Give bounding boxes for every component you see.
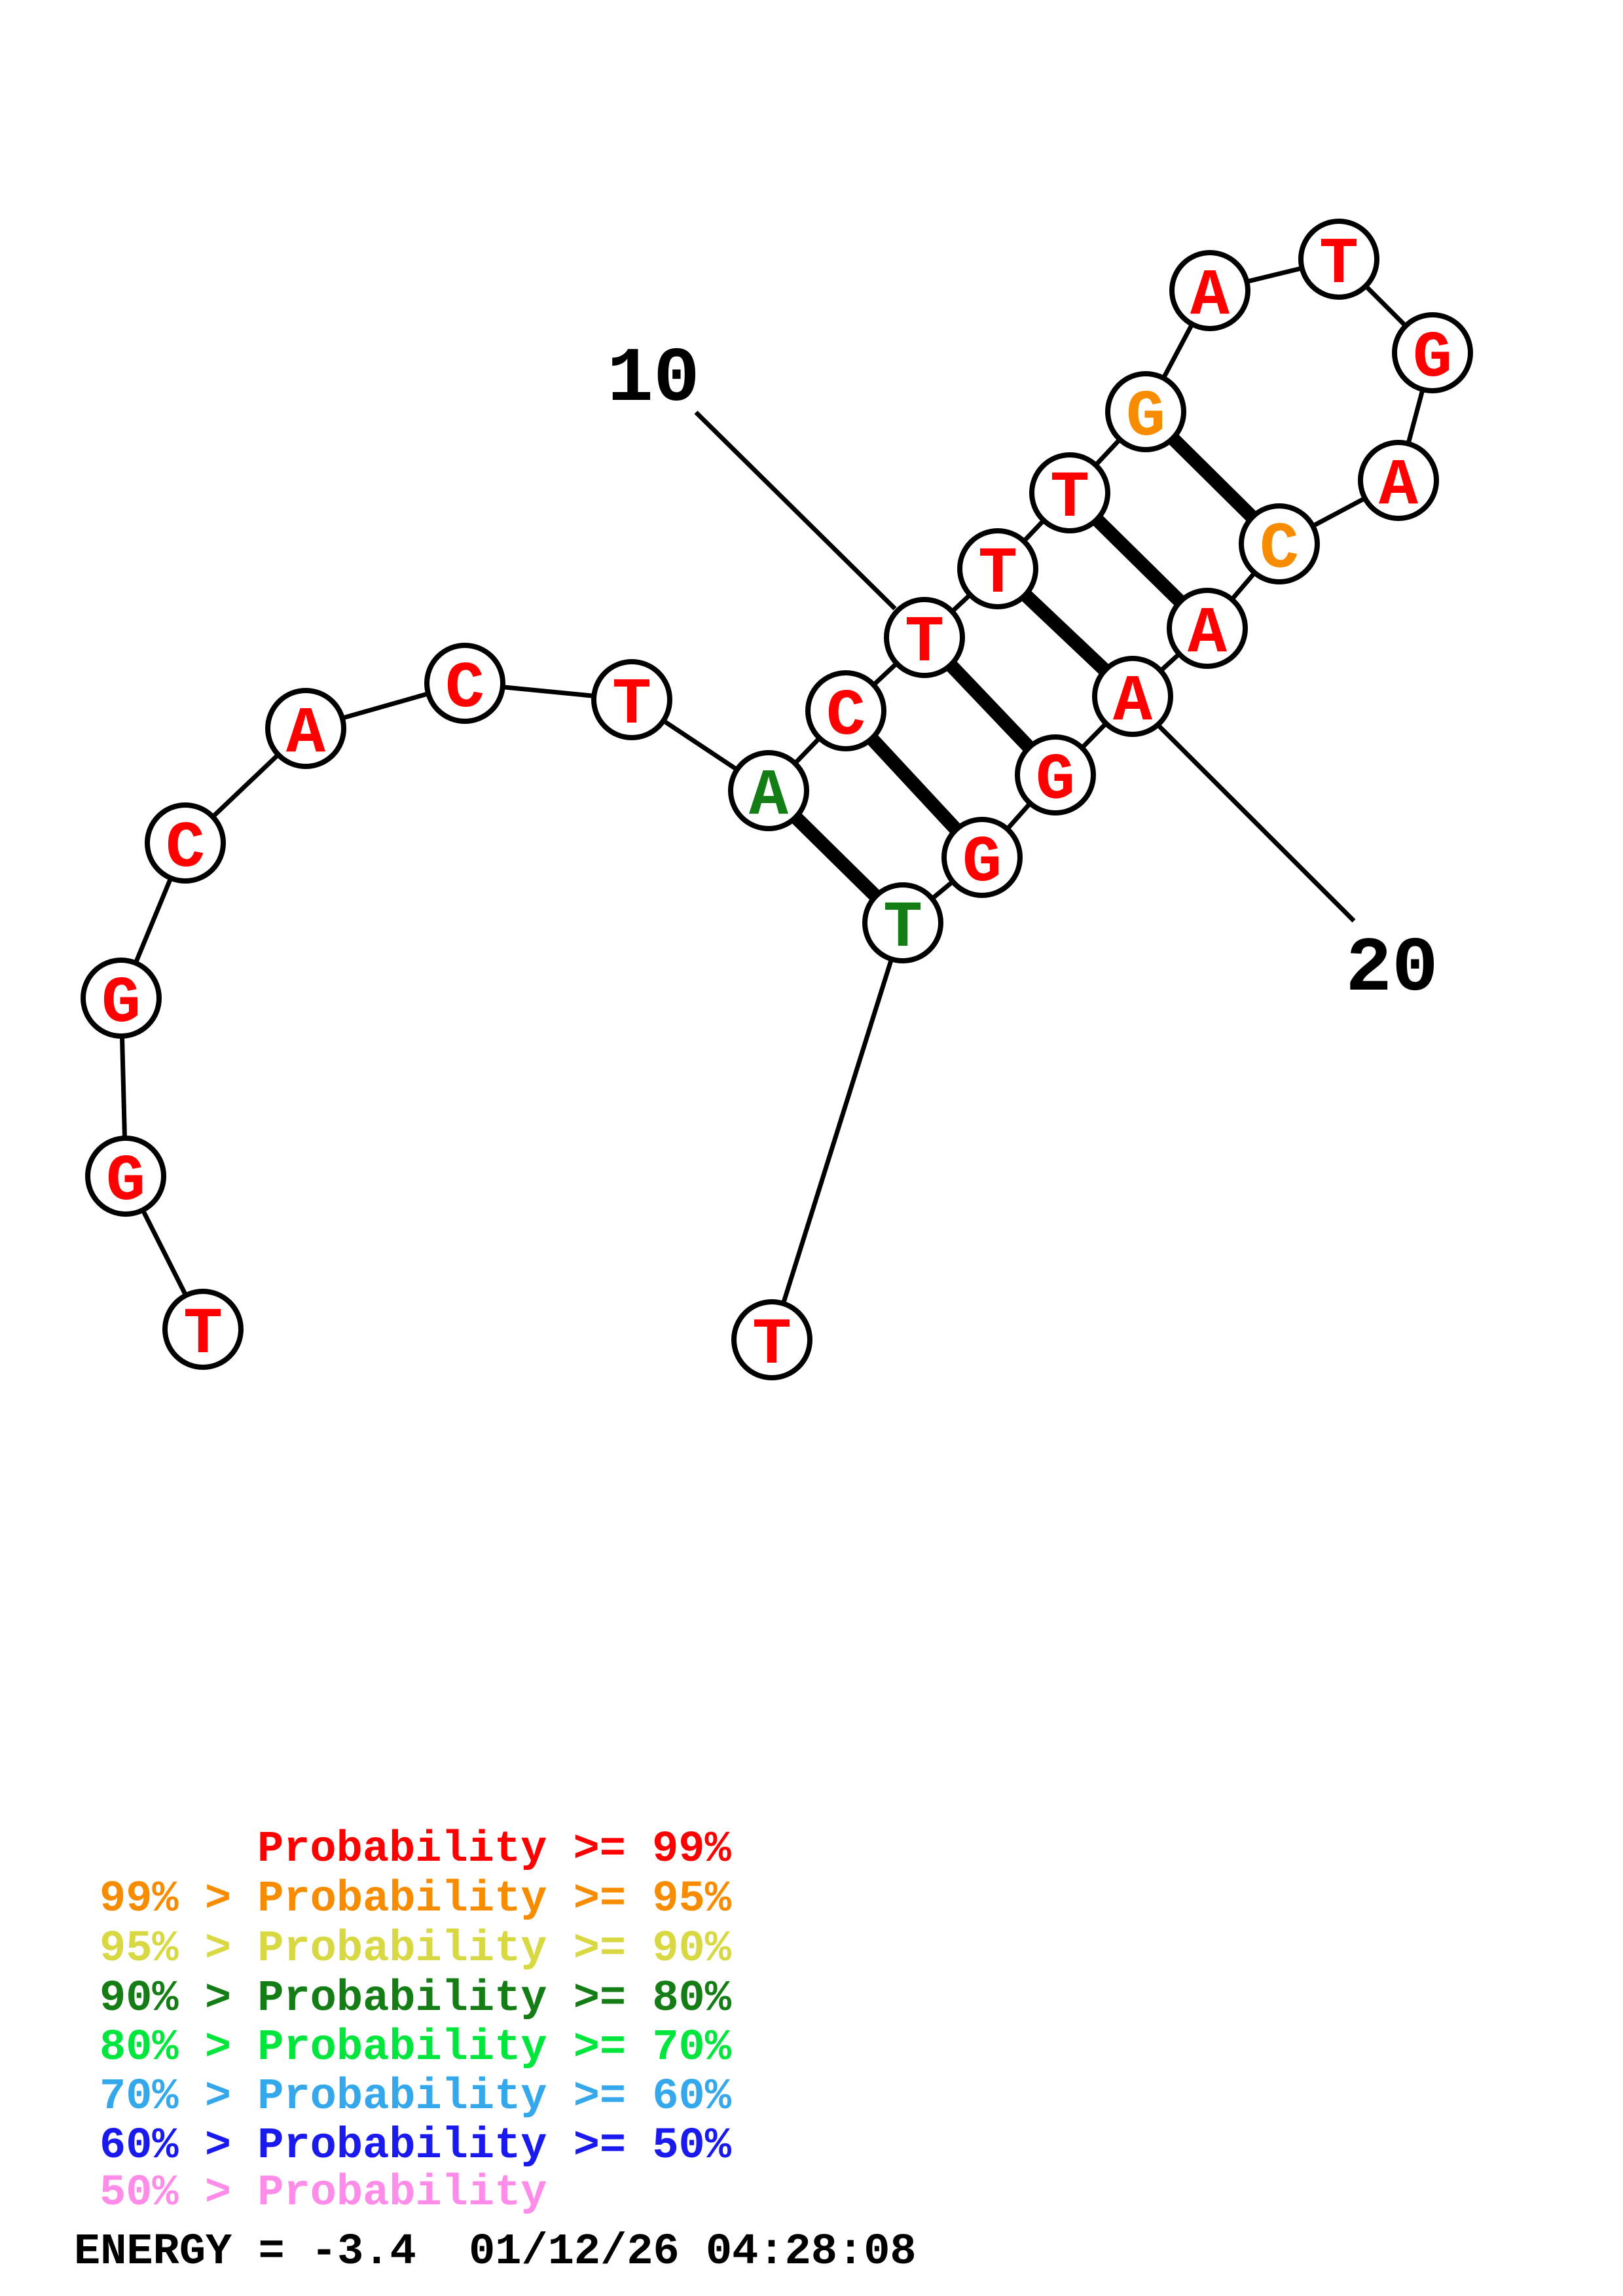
position-label-line <box>694 410 897 611</box>
nucleotide-circle <box>1392 312 1473 393</box>
nucleotide-circle <box>424 643 505 724</box>
label-pointer-lines-layer <box>694 410 1356 923</box>
nucleotide-circle <box>1105 371 1186 452</box>
nucleotide-circle <box>85 1136 166 1217</box>
nucleotide-letter: A <box>1379 450 1419 524</box>
nucleotide-circle <box>265 688 346 769</box>
nucleotide-letter: T <box>183 1299 223 1372</box>
nucleotide-letter: G <box>101 967 141 1041</box>
position-label-10: 10 <box>607 336 700 423</box>
legend-row: 95% > Probability >= 90% <box>100 1924 732 1974</box>
nucleotide-letter: C <box>826 680 866 754</box>
nucleotide-circle <box>862 882 943 963</box>
nucleotide-circle <box>1015 734 1096 816</box>
nucleotide-letter: A <box>1190 260 1230 334</box>
nucleotide-letter: T <box>905 607 944 681</box>
legend-row: 80% > Probability >= 70% <box>100 2023 732 2073</box>
position-labels-layer: 10 20 <box>607 336 1438 1013</box>
nucleotide-circle <box>805 670 886 751</box>
position-label-line <box>1156 723 1356 923</box>
nucleotide-circle <box>1358 440 1439 521</box>
nucleotide-letter: A <box>286 698 326 772</box>
backbone-segment <box>769 920 905 1342</box>
nucleotide-circle <box>884 597 965 678</box>
nucleotide-letter: T <box>1050 462 1089 536</box>
probability-legend: Probability >= 99%99% > Probability >= 9… <box>100 1825 732 2218</box>
legend-row: 90% > Probability >= 80% <box>100 1974 732 2024</box>
nucleotide-circle <box>81 958 162 1039</box>
nucleotide-letter: C <box>166 812 205 886</box>
nucleotide-letter: C <box>445 653 484 726</box>
nucleotide-circle <box>1029 452 1110 533</box>
nucleotide-letter: T <box>978 538 1017 612</box>
nucleotide-circle <box>591 659 672 740</box>
legend-row: Probability >= 99% <box>257 1825 732 1874</box>
legend-row: 99% > Probability >= 95% <box>100 1874 732 1924</box>
nucleotide-circle <box>162 1289 244 1370</box>
nucleotide-circles-layer <box>81 219 1473 1380</box>
nucleotide-letter: G <box>1036 744 1075 818</box>
energy-line: ENERGY = -3.4 01/12/26 04:28:08 <box>74 2227 917 2277</box>
nucleotide-letter: G <box>106 1145 145 1219</box>
nucleotide-circle <box>731 1299 812 1380</box>
nucleotide-letter: A <box>1113 666 1153 740</box>
nucleotide-letter: T <box>612 669 651 743</box>
nucleotide-circle <box>1092 656 1173 737</box>
nucleotide-letter: G <box>962 827 1002 901</box>
nucleotide-circle <box>728 750 809 831</box>
nucleotide-circle <box>941 817 1023 898</box>
nucleotide-circle <box>1298 219 1379 300</box>
legend-row: 60% > Probability >= 50% <box>100 2121 732 2171</box>
nucleotide-letter: G <box>1413 322 1452 396</box>
nucleotide-letter: C <box>1260 513 1299 587</box>
nucleotide-letter: A <box>1188 598 1228 672</box>
nucleotide-letter: T <box>883 892 922 966</box>
legend-row: 70% > Probability >= 60% <box>100 2072 732 2122</box>
nucleotide-letter: G <box>1126 381 1165 455</box>
nucleotide-letter: T <box>752 1309 792 1383</box>
nucleotide-letter: T <box>1319 228 1359 302</box>
nucleotide-circle <box>957 528 1038 609</box>
position-label-20: 20 <box>1345 926 1438 1013</box>
nucleotide-circle <box>145 802 226 884</box>
nucleotide-circle <box>1167 588 1248 669</box>
legend-row: 50% > Probability <box>100 2168 547 2218</box>
nucleotide-circle <box>1169 250 1250 331</box>
nucleotide-letter: A <box>749 760 789 834</box>
nucleotide-circle <box>1239 503 1320 584</box>
